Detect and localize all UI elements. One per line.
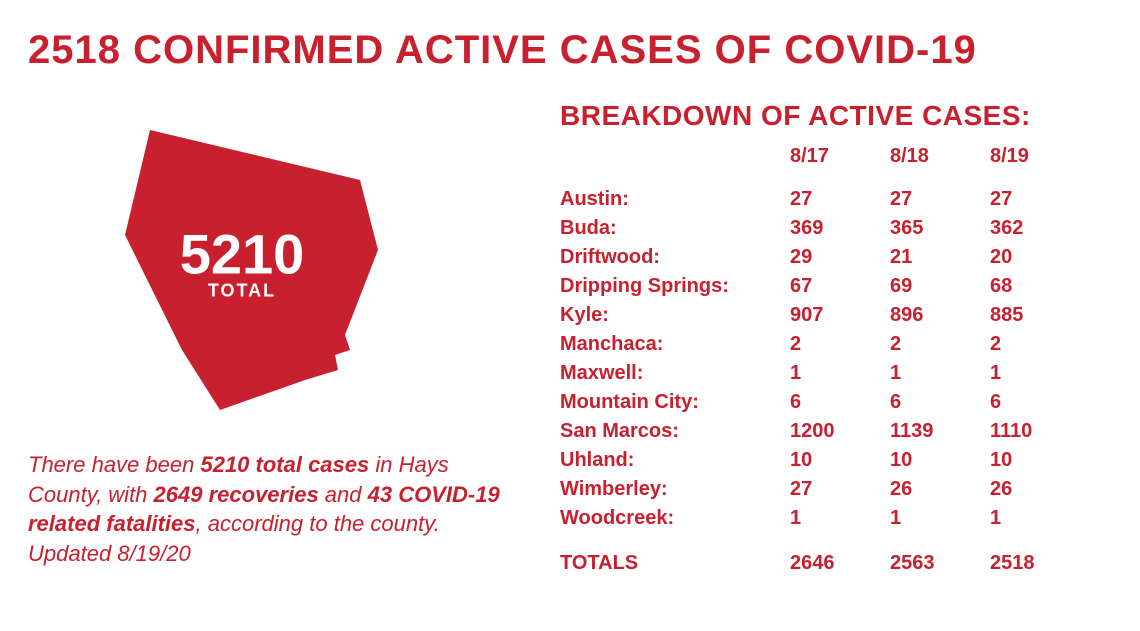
row-d3: 26: [990, 475, 1090, 504]
table-header-date-3: 8/19: [990, 142, 1090, 171]
row-d2: 26: [890, 475, 990, 504]
row-d1: 29: [790, 243, 890, 272]
row-d2: 21: [890, 243, 990, 272]
row-d1: 369: [790, 214, 890, 243]
totals-label: TOTALS: [560, 549, 790, 578]
table-header-row: 8/17 8/18 8/19: [560, 142, 1120, 171]
row-d3: 20: [990, 243, 1090, 272]
row-d2: 10: [890, 446, 990, 475]
row-d2: 2: [890, 330, 990, 359]
row-label: Woodcreek:: [560, 504, 790, 533]
table-totals-row: TOTALS 2646 2563 2518: [560, 549, 1120, 578]
row-label: Uhland:: [560, 446, 790, 475]
county-total-number: 5210: [180, 227, 305, 283]
table-row: Driftwood:292120: [560, 243, 1120, 272]
row-d3: 10: [990, 446, 1090, 475]
row-d1: 1: [790, 359, 890, 388]
row-d1: 1200: [790, 417, 890, 446]
row-d3: 885: [990, 301, 1090, 330]
row-label: Mountain City:: [560, 388, 790, 417]
table-row: Buda:369365362: [560, 214, 1120, 243]
table-header-date-1: 8/17: [790, 142, 890, 171]
breakdown-table: 8/17 8/18 8/19 Austin:272727Buda:3693653…: [560, 142, 1120, 578]
row-d3: 68: [990, 272, 1090, 301]
row-label: Buda:: [560, 214, 790, 243]
table-row: Maxwell:111: [560, 359, 1120, 388]
table-row: Mountain City:666: [560, 388, 1120, 417]
breakdown-title: BREAKDOWN OF ACTIVE CASES:: [560, 100, 1120, 132]
row-d2: 27: [890, 185, 990, 214]
row-d1: 27: [790, 185, 890, 214]
summary-mid2: and: [319, 482, 368, 507]
row-d3: 1110: [990, 417, 1090, 446]
row-d2: 896: [890, 301, 990, 330]
table-row: San Marcos:120011391110: [560, 417, 1120, 446]
row-d2: 69: [890, 272, 990, 301]
row-d1: 67: [790, 272, 890, 301]
row-label: Dripping Springs:: [560, 272, 790, 301]
row-d2: 365: [890, 214, 990, 243]
table-row: Dripping Springs:676968: [560, 272, 1120, 301]
row-label: Wimberley:: [560, 475, 790, 504]
table-row: Woodcreek:111: [560, 504, 1120, 533]
row-d2: 1: [890, 359, 990, 388]
county-total-label: 5210 TOTAL: [180, 227, 305, 302]
table-row: Austin:272727: [560, 185, 1120, 214]
row-d3: 6: [990, 388, 1090, 417]
summary-text: There have been 5210 total cases in Hays…: [28, 450, 508, 569]
county-shape-figure: 5210 TOTAL: [110, 120, 410, 420]
row-label: San Marcos:: [560, 417, 790, 446]
table-row: Uhland:101010: [560, 446, 1120, 475]
row-d2: 6: [890, 388, 990, 417]
totals-d2: 2563: [890, 549, 990, 578]
table-header-date-2: 8/18: [890, 142, 990, 171]
breakdown-section: BREAKDOWN OF ACTIVE CASES: 8/17 8/18 8/1…: [560, 100, 1120, 578]
row-d1: 1: [790, 504, 890, 533]
row-d1: 27: [790, 475, 890, 504]
totals-d3: 2518: [990, 549, 1090, 578]
row-label: Austin:: [560, 185, 790, 214]
table-row: Kyle:907896885: [560, 301, 1120, 330]
table-row: Wimberley:272626: [560, 475, 1120, 504]
summary-recoveries: 2649 recoveries: [154, 482, 319, 507]
row-d3: 1: [990, 504, 1090, 533]
row-d2: 1139: [890, 417, 990, 446]
row-label: Maxwell:: [560, 359, 790, 388]
row-d1: 6: [790, 388, 890, 417]
row-label: Driftwood:: [560, 243, 790, 272]
row-d3: 2: [990, 330, 1090, 359]
page-headline: 2518 CONFIRMED ACTIVE CASES OF COVID-19: [28, 28, 1112, 73]
row-d1: 2: [790, 330, 890, 359]
summary-total-cases: 5210 total cases: [200, 452, 369, 477]
row-d3: 1: [990, 359, 1090, 388]
totals-d1: 2646: [790, 549, 890, 578]
row-d3: 27: [990, 185, 1090, 214]
row-d1: 10: [790, 446, 890, 475]
row-d3: 362: [990, 214, 1090, 243]
row-label: Kyle:: [560, 301, 790, 330]
summary-prefix: There have been: [28, 452, 200, 477]
table-row: Manchaca:222: [560, 330, 1120, 359]
row-d2: 1: [890, 504, 990, 533]
row-label: Manchaca:: [560, 330, 790, 359]
row-d1: 907: [790, 301, 890, 330]
